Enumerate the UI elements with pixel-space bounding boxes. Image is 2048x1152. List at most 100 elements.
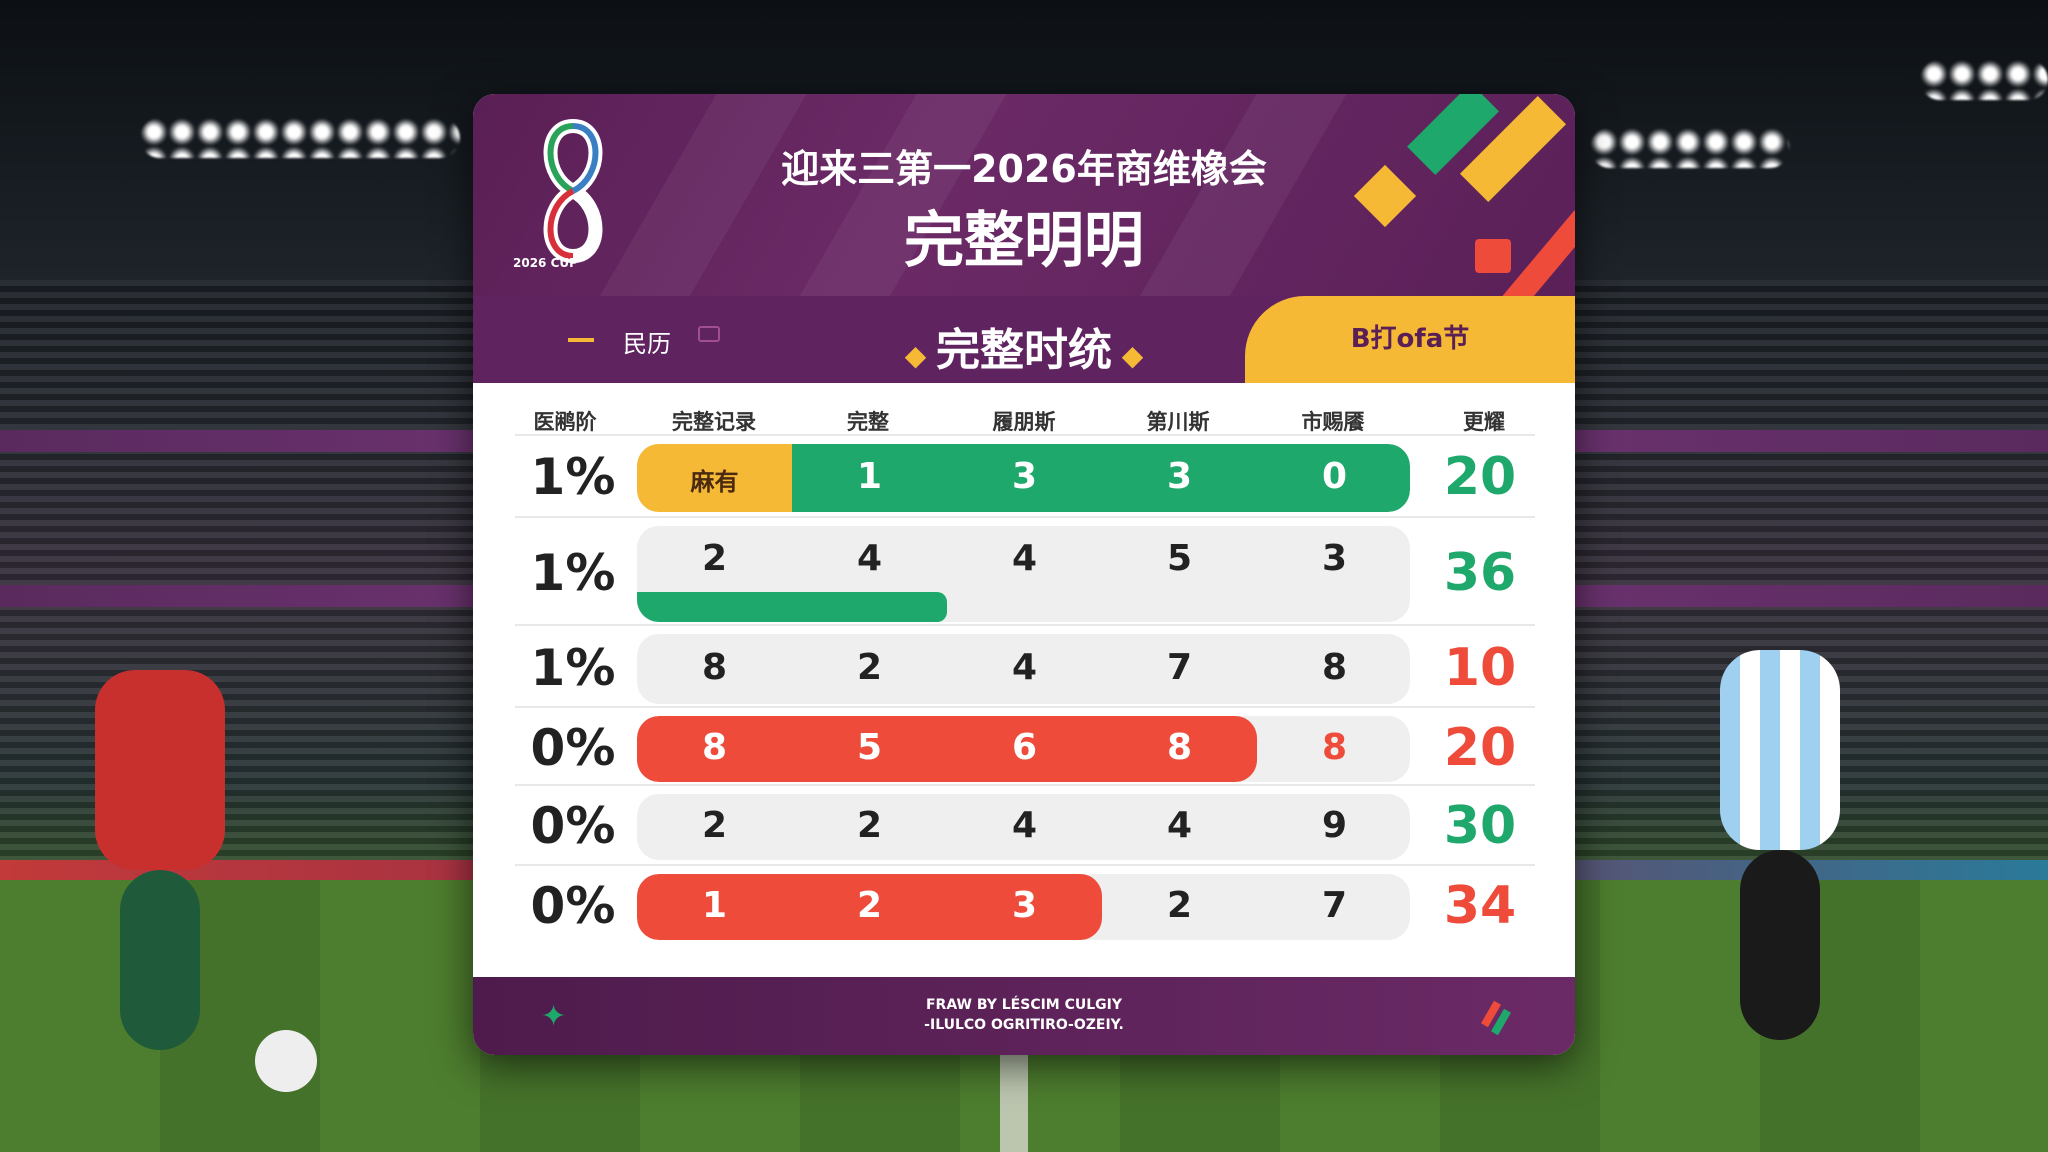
player-right xyxy=(1720,650,1840,850)
column-header[interactable]: 市赐餍 xyxy=(1301,410,1365,434)
row-cell: 麻有 xyxy=(690,468,739,496)
row-divider xyxy=(515,784,1535,786)
row-cell: 8 xyxy=(1321,647,1348,688)
row-cell: 9 xyxy=(1321,805,1348,846)
row-cell: 4 xyxy=(1166,805,1193,846)
footer-line1: FRAW BY LÉSCIM CULGIY xyxy=(925,997,1123,1013)
table-row[interactable]: 1% 麻有 1 3 3 0 20 xyxy=(515,444,1535,512)
player-left xyxy=(95,670,225,870)
row-percent: 0% xyxy=(530,719,616,777)
row-cell: 8 xyxy=(701,647,728,688)
row-pill xyxy=(637,444,1410,512)
highlight-red xyxy=(637,874,1102,940)
row-cell: 1 xyxy=(701,885,728,926)
row-cell: 4 xyxy=(1011,538,1038,579)
row-cell: 5 xyxy=(856,727,883,768)
row-cell: 8 xyxy=(1321,727,1348,768)
scoreboard-panel: 2026 CUP 迎来三第一2026年商维橡会 完整明明 民历 ◆ 完整时统 ◆… xyxy=(473,94,1575,1055)
footer-line2: -ILULCO OGRITIRO-OZEIY. xyxy=(924,1017,1124,1033)
row-cell: 2 xyxy=(1166,885,1193,926)
section-bar: 民历 ◆ 完整时统 ◆ B打ofa节 xyxy=(473,296,1575,383)
player-left-legs xyxy=(120,870,200,1050)
row-total: 10 xyxy=(1443,638,1517,698)
row-pill xyxy=(637,874,1410,940)
row-divider xyxy=(515,434,1535,436)
row-cell: 0 xyxy=(1321,456,1348,497)
column-header[interactable]: 完整记录 xyxy=(672,410,756,434)
row-percent: 0% xyxy=(530,797,616,855)
row-cell: 2 xyxy=(856,805,883,846)
leaf-icon: ✦ xyxy=(541,999,567,1034)
row-cell: 4 xyxy=(1011,805,1038,846)
highlight-yellow xyxy=(637,444,792,512)
row-total: 30 xyxy=(1443,796,1517,856)
row-percent: 1% xyxy=(530,544,616,602)
row-cell: 2 xyxy=(856,885,883,926)
floodlights xyxy=(140,118,460,158)
panel-header: 2026 CUP 迎来三第一2026年商维橡会 完整明明 xyxy=(473,94,1575,354)
row-cell: 3 xyxy=(1011,885,1038,926)
table-row[interactable]: 1% 2 4 4 5 3 36 xyxy=(515,526,1535,622)
floodlights xyxy=(1920,60,2048,100)
row-divider xyxy=(515,864,1535,866)
dash-icon xyxy=(568,338,594,342)
row-cell: 8 xyxy=(701,727,728,768)
row-pill xyxy=(637,634,1410,704)
world-cup-logo xyxy=(543,118,603,264)
row-cell: 3 xyxy=(1321,538,1348,579)
section-title-text: 完整时统 xyxy=(936,325,1112,376)
floodlights xyxy=(1590,128,1790,168)
row-divider xyxy=(515,706,1535,708)
logo-text: 2026 CUP xyxy=(513,256,578,270)
row-total: 34 xyxy=(1443,876,1517,936)
row-cell: 8 xyxy=(1166,727,1193,768)
screen-icon xyxy=(698,326,720,342)
row-pill xyxy=(637,526,1410,622)
row-divider xyxy=(515,624,1535,626)
column-header[interactable]: 完整 xyxy=(847,410,889,434)
row-cell: 2 xyxy=(856,647,883,688)
row-cell: 7 xyxy=(1166,647,1193,688)
row-percent: 0% xyxy=(530,877,616,935)
panel-footer: ✦ FRAW BY LÉSCIM CULGIY -ILULCO OGRITIRO-… xyxy=(473,977,1575,1055)
progress-bar xyxy=(637,592,947,622)
table-row[interactable]: 0% 1 2 3 2 7 34 xyxy=(515,874,1535,940)
section-right-tab[interactable]: B打ofa节 xyxy=(1245,296,1575,383)
row-pill xyxy=(637,716,1410,782)
player-right-legs xyxy=(1740,850,1820,1040)
highlight-green xyxy=(792,444,1410,512)
row-cell: 4 xyxy=(856,538,883,579)
row-cell: 3 xyxy=(1166,456,1193,497)
row-cell: 3 xyxy=(1011,456,1038,497)
table-row[interactable]: 0% 8 5 6 8 8 20 xyxy=(515,716,1535,782)
diamond-icon: ◆ xyxy=(904,339,936,372)
column-header[interactable]: 医鹇阶 xyxy=(533,410,597,434)
row-cell: 5 xyxy=(1166,538,1193,579)
row-total: 20 xyxy=(1443,718,1517,778)
football xyxy=(255,1030,317,1092)
diamond-icon: ◆ xyxy=(1112,339,1144,372)
row-percent: 1% xyxy=(530,639,616,697)
column-header[interactable]: 第川斯 xyxy=(1146,410,1210,434)
column-header[interactable]: 更耀 xyxy=(1463,410,1505,434)
section-title: ◆ 完整时统 ◆ xyxy=(473,314,1575,378)
column-header[interactable]: 履朋斯 xyxy=(992,410,1056,434)
table-row[interactable]: 0% 2 2 4 4 9 30 xyxy=(515,794,1535,860)
row-cell: 7 xyxy=(1321,885,1348,926)
row-percent: 1% xyxy=(530,448,616,506)
row-pill xyxy=(637,794,1410,860)
row-cell: 6 xyxy=(1011,727,1038,768)
row-divider xyxy=(515,516,1535,518)
title-line1: 迎来三第一2026年商维橡会 xyxy=(781,147,1267,191)
page-title: 完整明明 xyxy=(904,206,1144,276)
highlight-red xyxy=(637,716,1257,782)
row-cell: 1 xyxy=(856,456,883,497)
row-total: 36 xyxy=(1443,543,1517,603)
row-cell: 2 xyxy=(701,805,728,846)
table-row[interactable]: 1% 8 2 4 7 8 10 xyxy=(515,634,1535,704)
row-cell: 4 xyxy=(1011,647,1038,688)
section-left-label[interactable]: 民历 xyxy=(623,330,671,358)
footer-text: FRAW BY LÉSCIM CULGIY -ILULCO OGRITIRO-OZ… xyxy=(473,995,1575,1035)
pitch-line xyxy=(1000,1055,1028,1152)
square-decoration xyxy=(1475,239,1511,273)
